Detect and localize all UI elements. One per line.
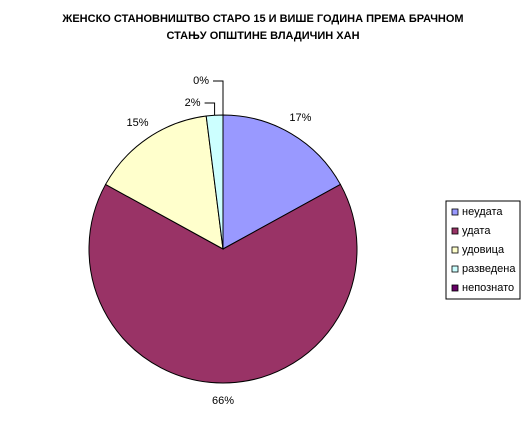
pie-slice [88,183,358,384]
chart-title: СТАЊУ ОПШТИНЕ ВЛАДИЧИН ХАН [166,30,359,42]
legend-label: непознато [462,282,514,294]
legend-swatch [451,227,459,235]
data-label: 17% [289,112,311,124]
chart-title: ЖЕНСКО СТАНОВНИШТВО СТАРО 15 И ВИШЕ ГОДИ… [61,13,463,25]
legend-swatch [451,246,459,254]
legend-swatch [451,284,459,292]
legend-swatch [451,208,459,216]
data-label: 2% [185,97,201,109]
legend-label: разведена [462,263,516,275]
pie-slice [104,115,224,250]
legend-swatch [451,265,459,273]
leader-line [213,80,224,115]
legend-label: удата [462,225,491,237]
data-label: 66% [212,395,234,407]
pie-slice [222,114,342,250]
leader-line [204,102,216,116]
legend-label: удовица [462,244,505,256]
legend-label: неудата [462,206,503,218]
data-label: 15% [127,117,149,129]
data-label: 0% [193,75,209,87]
